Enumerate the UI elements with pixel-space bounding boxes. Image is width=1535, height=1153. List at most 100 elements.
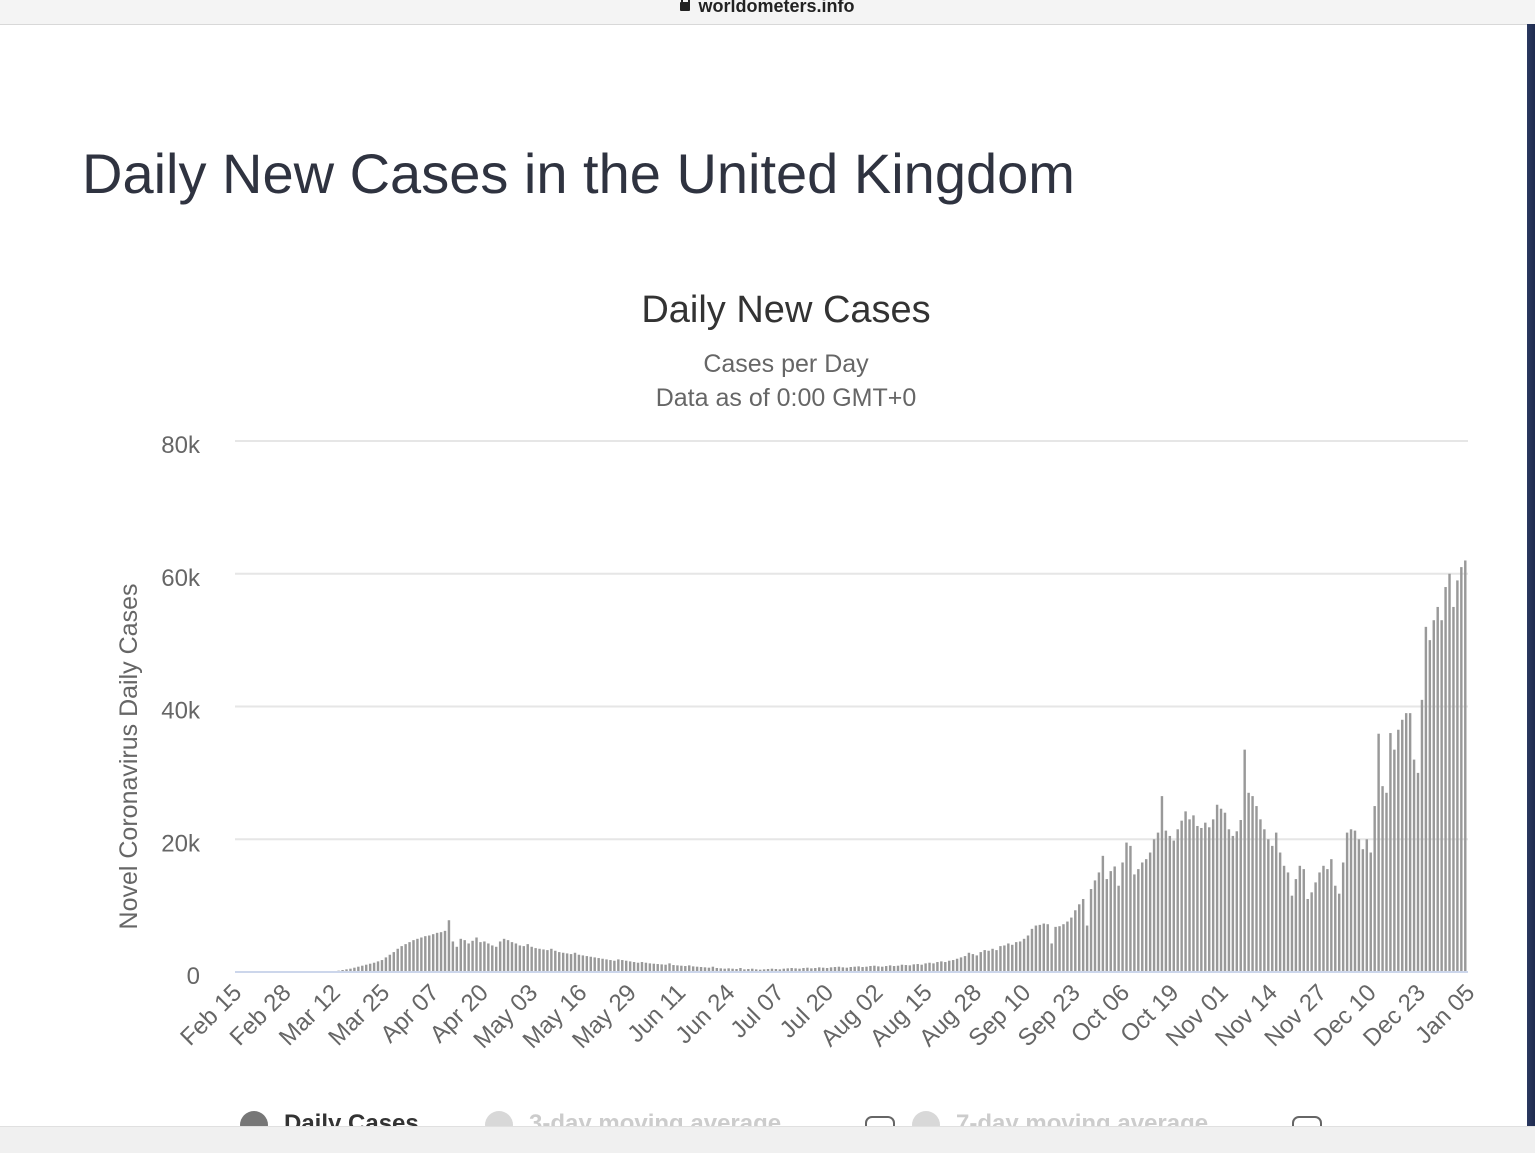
bar bbox=[625, 961, 627, 972]
bar bbox=[972, 954, 974, 972]
bar bbox=[1062, 924, 1064, 972]
bar bbox=[1429, 640, 1431, 972]
bar bbox=[1027, 935, 1029, 972]
bar bbox=[1125, 843, 1127, 972]
bar bbox=[1310, 892, 1312, 972]
bar bbox=[444, 931, 446, 972]
bar bbox=[1236, 831, 1238, 972]
bar bbox=[641, 962, 643, 972]
bar bbox=[1196, 826, 1198, 972]
bar bbox=[1295, 879, 1297, 972]
bar bbox=[653, 964, 655, 972]
bar bbox=[948, 961, 950, 972]
bar bbox=[479, 942, 481, 972]
bar bbox=[1275, 833, 1277, 972]
bar bbox=[566, 953, 568, 972]
bar bbox=[554, 951, 556, 972]
bar bbox=[432, 934, 434, 972]
bar bbox=[1401, 720, 1403, 972]
bar bbox=[657, 964, 659, 972]
bar bbox=[542, 949, 544, 972]
bar bbox=[605, 959, 607, 972]
bar bbox=[1362, 849, 1364, 972]
bar bbox=[511, 942, 513, 972]
bar bbox=[373, 963, 375, 972]
x-tick-label: Jul 07 bbox=[725, 979, 789, 1043]
grid-lines bbox=[235, 441, 1468, 839]
bar bbox=[1251, 796, 1253, 972]
bar bbox=[471, 941, 473, 972]
bar bbox=[617, 959, 619, 972]
bar bbox=[1078, 904, 1080, 972]
bar bbox=[629, 961, 631, 972]
bar bbox=[621, 960, 623, 972]
y-axis-title: Novel Coronavirus Daily Cases bbox=[115, 584, 143, 930]
bar bbox=[1366, 839, 1368, 972]
bar bbox=[385, 957, 387, 972]
bar bbox=[913, 964, 915, 972]
bar bbox=[1133, 874, 1135, 972]
bar bbox=[1377, 734, 1379, 972]
bar bbox=[1224, 813, 1226, 972]
bar bbox=[448, 920, 450, 972]
bar bbox=[1413, 760, 1415, 972]
bar bbox=[1035, 926, 1037, 972]
bar bbox=[436, 933, 438, 972]
bar bbox=[1452, 607, 1454, 972]
bar bbox=[920, 965, 922, 972]
bar bbox=[649, 963, 651, 972]
bar bbox=[397, 949, 399, 972]
bar bbox=[999, 946, 1001, 972]
bar bbox=[1287, 872, 1289, 972]
y-tick-label: 40k bbox=[161, 698, 201, 725]
bar bbox=[1113, 866, 1115, 972]
bar bbox=[1023, 939, 1025, 972]
bar bbox=[1228, 829, 1230, 972]
bar bbox=[983, 950, 985, 972]
bar bbox=[1417, 773, 1419, 972]
bar bbox=[558, 952, 560, 972]
bar bbox=[1180, 821, 1182, 972]
bar bbox=[917, 964, 919, 972]
bar bbox=[1255, 806, 1257, 972]
bar bbox=[408, 942, 410, 972]
bar bbox=[491, 945, 493, 972]
bar bbox=[1212, 819, 1214, 972]
bar bbox=[475, 937, 477, 972]
bar bbox=[467, 943, 469, 972]
bar bbox=[538, 949, 540, 972]
bar bbox=[1460, 567, 1462, 972]
bar bbox=[1192, 815, 1194, 972]
bar bbox=[381, 960, 383, 972]
bar bbox=[530, 947, 532, 972]
bar bbox=[1058, 926, 1060, 972]
bar bbox=[1074, 910, 1076, 972]
bar bbox=[1137, 869, 1139, 972]
bar bbox=[452, 941, 454, 972]
bar bbox=[1145, 859, 1147, 972]
bar bbox=[393, 952, 395, 972]
bar bbox=[1370, 853, 1372, 972]
bar bbox=[668, 963, 670, 972]
bar bbox=[1389, 733, 1391, 972]
bar bbox=[1153, 839, 1155, 972]
bar bbox=[1157, 833, 1159, 972]
bar bbox=[534, 948, 536, 972]
bar bbox=[1385, 793, 1387, 972]
bar bbox=[1421, 700, 1423, 972]
bar bbox=[1314, 882, 1316, 972]
bar bbox=[1098, 872, 1100, 972]
bar bbox=[1338, 894, 1340, 972]
bar bbox=[1039, 925, 1041, 972]
bar bbox=[1448, 574, 1450, 972]
bar bbox=[1381, 786, 1383, 972]
bar bbox=[1003, 945, 1005, 972]
bar bbox=[1232, 836, 1234, 972]
bar bbox=[578, 955, 580, 972]
bar bbox=[905, 965, 907, 972]
bar bbox=[593, 957, 595, 972]
bar bbox=[1220, 809, 1222, 972]
bar bbox=[1318, 872, 1320, 972]
bar bbox=[499, 941, 501, 972]
bar bbox=[404, 944, 406, 972]
